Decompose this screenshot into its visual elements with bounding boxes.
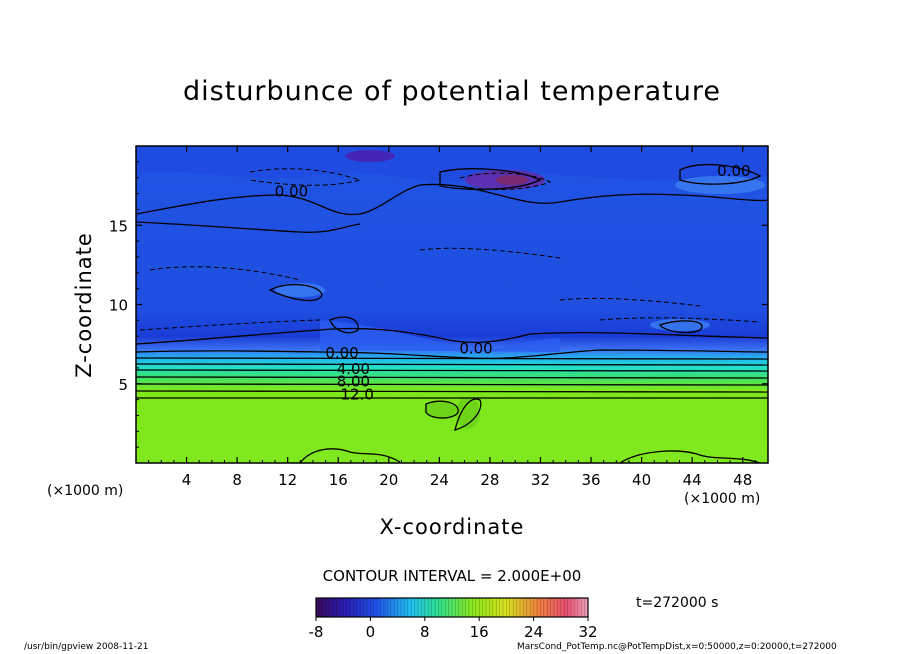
x-tick-label: 8 [232, 471, 242, 489]
contour-label: 8.00 [337, 373, 370, 391]
x-tick-label: 28 [480, 471, 499, 489]
colorbar-tick-label: 0 [366, 623, 376, 641]
y-tick-label: 10 [109, 297, 128, 315]
x-axis-ticks: 4 8 12 16 20 24 28 32 36 40 44 48 [148, 146, 756, 489]
footer-left-text: /usr/bin/gpview 2008-11-21 [24, 642, 149, 652]
x-tick-label: 32 [531, 471, 550, 489]
chart-title: disturbunce of potential temperature [183, 76, 721, 107]
x-tick-label: 24 [430, 471, 449, 489]
colorbar-tick-label: 8 [420, 623, 430, 641]
contour-label: 12.0 [340, 385, 373, 403]
colorbar-tick-label: 16 [470, 623, 489, 641]
contour-interval-text: CONTOUR INTERVAL = 2.000E+00 [322, 567, 582, 585]
colorbar: -8 0 8 16 24 32 [309, 597, 598, 641]
colorbar-divisions [319, 598, 585, 617]
y-unit-label: (×1000 m) [47, 483, 124, 499]
y-axis-ticks: 5 10 15 [109, 161, 768, 448]
contour-label: 0.00 [325, 344, 358, 362]
x-unit-label: (×1000 m) [684, 491, 761, 507]
x-tick-label: 48 [733, 471, 752, 489]
contour-label: 0.00 [717, 162, 750, 180]
colorbar-ticks: -8 0 8 16 24 32 [309, 617, 598, 641]
x-tick-label: 44 [683, 471, 702, 489]
y-tick-label: 5 [118, 376, 128, 394]
x-tick-label: 36 [581, 471, 600, 489]
y-tick-label: 15 [109, 217, 128, 235]
colorbar-tick-label: 24 [524, 623, 543, 641]
time-label: t=272000 s [636, 595, 719, 611]
heatmap-field [135, 145, 769, 464]
footer-right-text: MarsCond_PotTemp.nc@PotTempDist,x=0:5000… [517, 642, 837, 652]
x-tick-label: 16 [329, 471, 348, 489]
colorbar-tick-label: 32 [578, 623, 597, 641]
x-axis-label: X-coordinate [379, 515, 525, 539]
x-tick-label: 4 [182, 471, 192, 489]
contour-label: 0.00 [275, 182, 308, 200]
x-tick-label: 40 [632, 471, 651, 489]
colorbar-tick-label: -8 [309, 623, 324, 641]
x-tick-label: 20 [379, 471, 398, 489]
contour-label: 0.00 [459, 339, 492, 357]
contour-label: 4.00 [337, 360, 370, 378]
x-tick-label: 12 [278, 471, 297, 489]
